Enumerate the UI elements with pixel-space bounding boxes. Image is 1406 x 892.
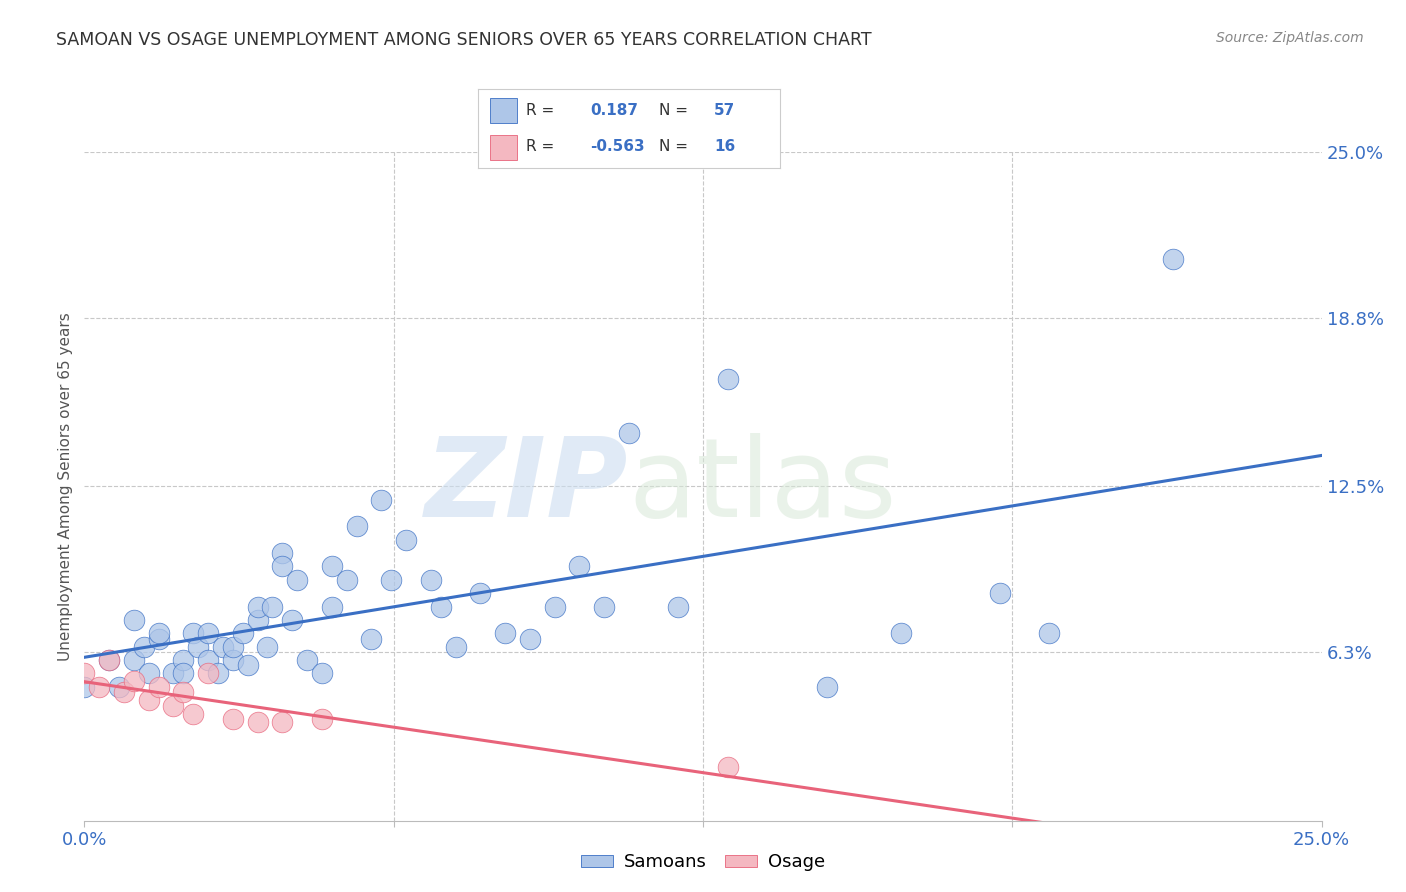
Point <box>148 632 170 646</box>
Point <box>148 680 170 694</box>
Point <box>172 666 194 681</box>
Point <box>256 640 278 654</box>
Point <box>1161 252 1184 266</box>
Point <box>346 519 368 533</box>
FancyBboxPatch shape <box>491 135 517 160</box>
Text: N =: N = <box>659 103 689 118</box>
Point <box>988 586 1011 600</box>
Point <box>271 714 294 729</box>
Point <box>321 599 343 614</box>
Point <box>271 559 294 574</box>
Point <box>122 653 145 667</box>
Point <box>295 653 318 667</box>
Point <box>281 613 304 627</box>
Point <box>172 653 194 667</box>
Point <box>187 640 209 654</box>
Point <box>162 666 184 681</box>
Point <box>336 573 359 587</box>
Point <box>172 685 194 699</box>
Text: SAMOAN VS OSAGE UNEMPLOYMENT AMONG SENIORS OVER 65 YEARS CORRELATION CHART: SAMOAN VS OSAGE UNEMPLOYMENT AMONG SENIO… <box>56 31 872 49</box>
Point <box>360 632 382 646</box>
Point <box>138 666 160 681</box>
Point <box>212 640 235 654</box>
Text: atlas: atlas <box>628 433 897 540</box>
Point <box>429 599 451 614</box>
Point <box>444 640 467 654</box>
Text: 57: 57 <box>714 103 735 118</box>
Point <box>617 425 640 440</box>
Point <box>666 599 689 614</box>
Point <box>419 573 441 587</box>
Point <box>568 559 591 574</box>
Point <box>207 666 229 681</box>
Text: 0.187: 0.187 <box>591 103 638 118</box>
Point <box>232 626 254 640</box>
Point <box>321 559 343 574</box>
Point <box>370 492 392 507</box>
Point <box>717 760 740 774</box>
Point <box>98 653 121 667</box>
Point <box>148 626 170 640</box>
Point <box>246 613 269 627</box>
Point <box>197 666 219 681</box>
Point <box>395 533 418 547</box>
Text: Source: ZipAtlas.com: Source: ZipAtlas.com <box>1216 31 1364 45</box>
Point <box>181 706 204 721</box>
Point <box>246 599 269 614</box>
Point <box>98 653 121 667</box>
Point <box>73 666 96 681</box>
Point <box>122 613 145 627</box>
Point <box>112 685 135 699</box>
Y-axis label: Unemployment Among Seniors over 65 years: Unemployment Among Seniors over 65 years <box>58 312 73 660</box>
Text: R =: R = <box>526 103 554 118</box>
Point <box>222 640 245 654</box>
Point <box>717 372 740 386</box>
Point <box>519 632 541 646</box>
Point <box>815 680 838 694</box>
Point <box>138 693 160 707</box>
Text: N =: N = <box>659 139 689 154</box>
Point <box>311 712 333 726</box>
Point <box>197 626 219 640</box>
Text: R =: R = <box>526 139 554 154</box>
Point <box>1038 626 1060 640</box>
Point <box>222 653 245 667</box>
Point <box>543 599 565 614</box>
Point <box>890 626 912 640</box>
Point <box>262 599 284 614</box>
Point <box>236 658 259 673</box>
Text: 16: 16 <box>714 139 735 154</box>
Point <box>593 599 616 614</box>
Point <box>132 640 155 654</box>
Point <box>89 680 111 694</box>
Point <box>197 653 219 667</box>
Point <box>246 714 269 729</box>
Point <box>181 626 204 640</box>
Point <box>380 573 402 587</box>
Point <box>311 666 333 681</box>
Point <box>271 546 294 560</box>
Text: ZIP: ZIP <box>425 433 628 540</box>
Point <box>494 626 516 640</box>
Text: -0.563: -0.563 <box>591 139 644 154</box>
Legend: Samoans, Osage: Samoans, Osage <box>574 847 832 879</box>
Point <box>222 712 245 726</box>
Point <box>162 698 184 713</box>
Point <box>285 573 308 587</box>
Point <box>108 680 131 694</box>
FancyBboxPatch shape <box>491 98 517 123</box>
Point <box>122 674 145 689</box>
Point <box>73 680 96 694</box>
Point <box>470 586 492 600</box>
